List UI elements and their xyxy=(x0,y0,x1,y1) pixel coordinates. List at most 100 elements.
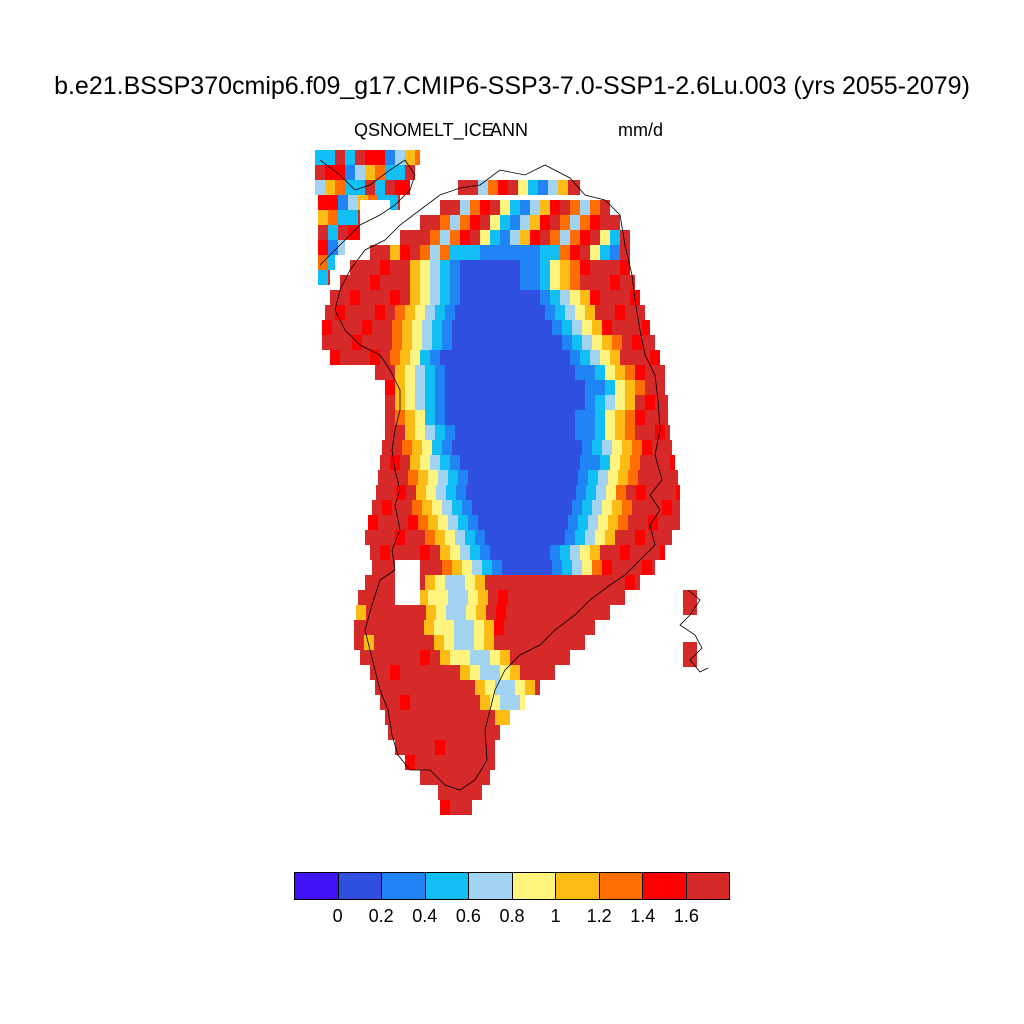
grid-cell xyxy=(605,305,615,320)
grid-cell xyxy=(555,425,565,440)
grid-cell xyxy=(580,230,590,245)
grid-cell xyxy=(595,575,605,590)
grid-cell xyxy=(545,395,555,410)
grid-cell xyxy=(565,395,575,410)
grid-cell xyxy=(592,500,602,515)
grid-cell xyxy=(485,755,495,770)
grid-cell xyxy=(460,230,470,245)
grid-cell xyxy=(608,590,618,605)
grid-cell xyxy=(605,575,615,590)
grid-cell xyxy=(440,350,450,365)
grid-cell xyxy=(572,335,582,350)
grid-cell xyxy=(355,150,365,165)
grid-cell xyxy=(396,485,406,500)
grid-cell xyxy=(422,320,432,335)
grid-cell xyxy=(502,320,512,335)
grid-cell xyxy=(580,275,590,290)
grid-cell xyxy=(450,770,460,785)
grid-cell xyxy=(574,635,584,650)
grid-cell xyxy=(662,500,672,515)
grid-cell xyxy=(578,515,588,530)
grid-cell xyxy=(355,165,365,180)
grid-cell xyxy=(502,440,512,455)
grid-cell xyxy=(580,215,590,230)
grid-cell xyxy=(412,320,422,335)
grid-cell xyxy=(450,215,460,230)
grid-cell xyxy=(390,695,400,710)
grid-cell xyxy=(525,395,535,410)
grid-cell xyxy=(535,575,545,590)
grid-cell xyxy=(450,230,460,245)
grid-cell xyxy=(630,350,640,365)
grid-cell xyxy=(530,290,540,305)
grid-cell xyxy=(683,590,697,615)
grid-cell xyxy=(328,225,338,240)
grid-cell xyxy=(395,680,405,695)
grid-cell xyxy=(504,635,514,650)
grid-cell xyxy=(445,395,455,410)
grid-cell xyxy=(318,240,328,255)
grid-cell xyxy=(475,410,485,425)
grid-cell xyxy=(500,245,510,260)
grid-cell xyxy=(530,200,540,215)
grid-cell xyxy=(512,335,522,350)
grid-cell xyxy=(578,180,580,195)
grid-cell xyxy=(470,665,480,680)
grid-cell xyxy=(546,605,556,620)
grid-cell xyxy=(510,260,520,275)
grid-cell xyxy=(668,470,678,485)
grid-cell xyxy=(338,210,348,225)
grid-cell xyxy=(548,180,558,195)
grid-cell xyxy=(392,335,402,350)
grid-cell xyxy=(435,380,445,395)
grid-cell xyxy=(635,425,645,440)
grid-cell xyxy=(442,500,452,515)
coastline xyxy=(319,159,709,791)
grid-cell xyxy=(612,500,622,515)
grid-cell xyxy=(385,530,395,545)
grid-cell xyxy=(440,770,450,785)
grid-cell xyxy=(484,635,494,650)
grid-cell xyxy=(422,500,432,515)
grid-cell xyxy=(655,425,665,440)
grid-cell xyxy=(464,620,474,635)
grid-cell xyxy=(500,665,510,680)
grid-cell xyxy=(410,230,420,245)
grid-cell xyxy=(425,755,435,770)
grid-cell xyxy=(638,470,648,485)
grid-cell xyxy=(538,180,548,195)
grid-cell xyxy=(398,725,408,740)
grid-cell xyxy=(435,680,445,695)
grid-cell xyxy=(452,335,462,350)
grid-cell xyxy=(635,365,645,380)
grid-cell xyxy=(495,365,505,380)
grid-cell xyxy=(400,230,410,245)
grid-cell xyxy=(615,395,625,410)
grid-cell xyxy=(605,395,615,410)
grid-cell xyxy=(520,650,530,665)
grid-cell xyxy=(602,320,612,335)
grid-cell xyxy=(522,560,532,575)
grid-cell xyxy=(510,215,520,230)
grid-cell xyxy=(402,335,412,350)
grid-cell xyxy=(415,425,425,440)
grid-cell xyxy=(460,455,470,470)
grid-cell xyxy=(455,425,465,440)
grid-cell xyxy=(590,200,600,215)
grid-cell xyxy=(575,380,585,395)
grid-cell xyxy=(540,200,550,215)
grid-cell xyxy=(395,530,405,545)
grid-cell xyxy=(485,680,495,695)
grid-cell xyxy=(628,470,638,485)
grid-cell xyxy=(378,590,388,605)
grid-cell xyxy=(505,305,515,320)
grid-cell xyxy=(605,365,615,380)
grid-cell xyxy=(462,560,472,575)
grid-cell xyxy=(500,275,510,290)
grid-cell xyxy=(636,485,646,500)
grid-cell xyxy=(448,725,458,740)
grid-cell xyxy=(516,485,526,500)
colorbar-tick-label: 1 xyxy=(550,906,561,926)
grid-cell xyxy=(380,545,390,560)
grid-cell xyxy=(495,380,505,395)
